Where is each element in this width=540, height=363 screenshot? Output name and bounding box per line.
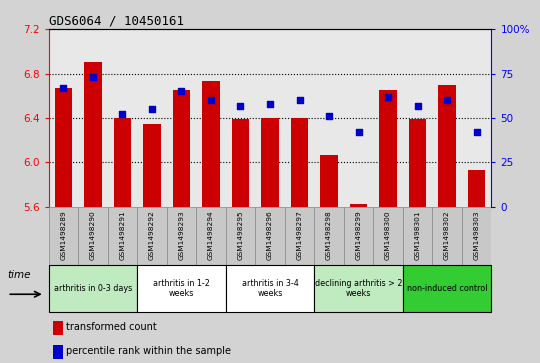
Text: percentile rank within the sample: percentile rank within the sample <box>66 346 231 356</box>
Bar <box>379 90 397 207</box>
Point <box>89 74 97 80</box>
Bar <box>291 118 308 207</box>
Bar <box>314 265 403 312</box>
Text: arthritis in 3-4
weeks: arthritis in 3-4 weeks <box>241 279 299 298</box>
Bar <box>173 90 190 207</box>
Point <box>266 101 274 107</box>
Bar <box>78 207 107 265</box>
Point <box>236 103 245 109</box>
Bar <box>232 119 249 207</box>
Bar <box>320 155 338 207</box>
Bar <box>137 207 167 265</box>
Bar <box>53 321 63 335</box>
Bar <box>49 265 137 312</box>
Text: GSM1498295: GSM1498295 <box>238 210 244 260</box>
Text: GSM1498293: GSM1498293 <box>178 210 185 260</box>
Text: arthritis in 1-2
weeks: arthritis in 1-2 weeks <box>153 279 210 298</box>
Text: GSM1498296: GSM1498296 <box>267 210 273 260</box>
Text: GSM1498302: GSM1498302 <box>444 210 450 260</box>
Point <box>295 97 304 103</box>
Bar <box>226 265 314 312</box>
Bar <box>285 207 314 265</box>
Point <box>118 111 127 117</box>
Point <box>354 129 363 135</box>
Bar <box>409 119 427 207</box>
Text: GSM1498301: GSM1498301 <box>415 210 421 260</box>
Bar <box>344 207 373 265</box>
Text: GSM1498290: GSM1498290 <box>90 210 96 260</box>
Bar <box>53 345 63 359</box>
Bar <box>226 207 255 265</box>
Point <box>147 106 156 112</box>
Bar <box>107 207 137 265</box>
Text: GSM1498303: GSM1498303 <box>474 210 480 260</box>
Bar <box>167 207 196 265</box>
Text: GSM1498300: GSM1498300 <box>385 210 391 260</box>
Point <box>325 113 333 119</box>
Bar <box>55 88 72 207</box>
Bar <box>403 265 491 312</box>
Bar <box>49 207 78 265</box>
Point <box>59 85 68 91</box>
Bar <box>143 123 161 207</box>
Bar <box>373 207 403 265</box>
Text: GDS6064 / 10450161: GDS6064 / 10450161 <box>49 15 184 28</box>
Text: arthritis in 0-3 days: arthritis in 0-3 days <box>54 284 132 293</box>
Text: non-induced control: non-induced control <box>407 284 488 293</box>
Bar <box>84 62 102 207</box>
Text: GSM1498298: GSM1498298 <box>326 210 332 260</box>
Bar <box>202 81 220 207</box>
Text: GSM1498291: GSM1498291 <box>119 210 125 260</box>
Text: time: time <box>8 270 31 280</box>
Bar <box>314 207 344 265</box>
Text: GSM1498297: GSM1498297 <box>296 210 302 260</box>
Bar <box>462 207 491 265</box>
Bar <box>137 265 226 312</box>
Bar <box>438 85 456 207</box>
Point <box>207 97 215 103</box>
Bar <box>113 118 131 207</box>
Bar <box>196 207 226 265</box>
Text: GSM1498292: GSM1498292 <box>149 210 155 260</box>
Bar <box>261 118 279 207</box>
Text: declining arthritis > 2
weeks: declining arthritis > 2 weeks <box>315 279 402 298</box>
Text: GSM1498294: GSM1498294 <box>208 210 214 260</box>
Point <box>472 129 481 135</box>
Bar <box>255 207 285 265</box>
Text: GSM1498289: GSM1498289 <box>60 210 66 260</box>
Point <box>177 88 186 94</box>
Bar <box>433 207 462 265</box>
Point <box>384 94 393 99</box>
Point <box>413 103 422 109</box>
Bar <box>468 170 485 207</box>
Bar <box>403 207 433 265</box>
Bar <box>350 204 367 207</box>
Text: transformed count: transformed count <box>66 322 157 333</box>
Point <box>443 97 451 103</box>
Text: GSM1498299: GSM1498299 <box>355 210 362 260</box>
